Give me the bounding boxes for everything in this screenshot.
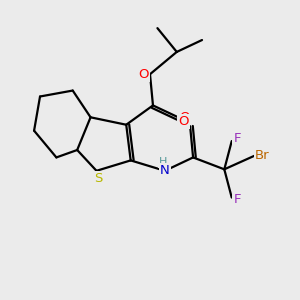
Text: F: F bbox=[233, 193, 241, 206]
Text: O: O bbox=[179, 111, 190, 124]
Text: F: F bbox=[233, 132, 241, 145]
Text: Br: Br bbox=[255, 149, 270, 162]
Text: N: N bbox=[160, 164, 170, 177]
Text: O: O bbox=[178, 115, 189, 128]
Text: H: H bbox=[159, 157, 168, 167]
Text: O: O bbox=[138, 68, 149, 81]
Text: S: S bbox=[94, 172, 102, 185]
